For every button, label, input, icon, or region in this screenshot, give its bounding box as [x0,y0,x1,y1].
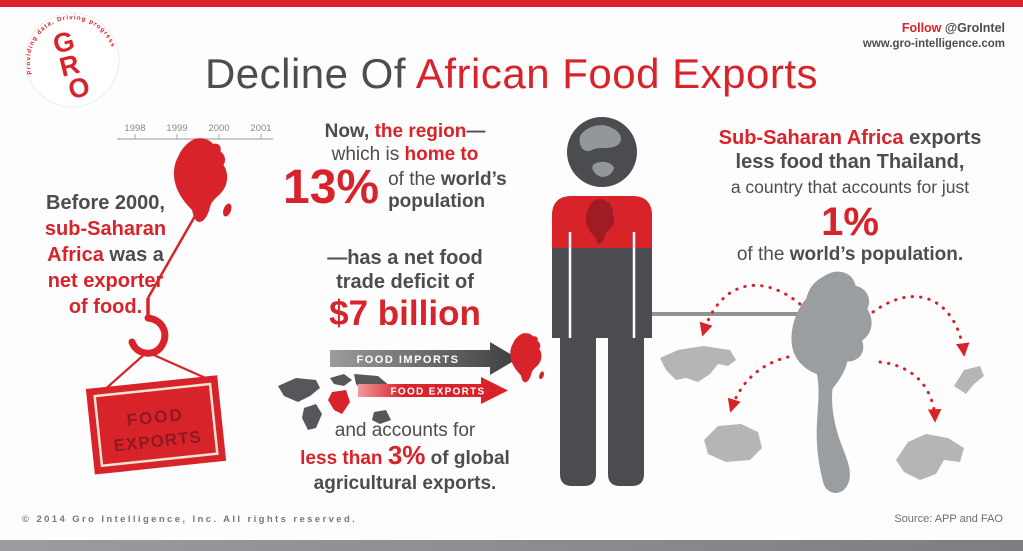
deficit-value: $7 billion [329,294,481,333]
follow-line: Follow @GroIntel [863,20,1005,36]
person-figure [552,117,652,486]
thailand-percentage: 1% [821,200,879,244]
world-map-europe [330,374,352,386]
export-route-australia [727,355,790,413]
twitter-handle[interactable]: @GroIntel [944,21,1005,35]
statement-line3-red: Africa [47,244,104,266]
accounts-dark-tail: of global [425,448,510,469]
crate-body [85,375,227,475]
europe-silhouette [896,434,964,480]
thailand-exports-graphic [660,271,984,493]
globe-continents [579,125,621,177]
population-stat: 13% of the world’s population [283,161,507,214]
statement-line4: net exporter [47,270,164,292]
gro-logo: Providing data, Driving progress G R O [24,12,120,108]
statement-line5: of food. [68,296,143,318]
statement-line1: Before 2000, [46,192,165,214]
population-text-bold: world’s [440,169,507,190]
accounts-line1: and accounts for [334,420,476,441]
world-map-north-america [278,378,320,402]
thailand-statement: Sub-Saharan Africa exports less food tha… [685,126,1015,267]
connector-line [652,312,804,316]
thailand-line4-bold: world’s population. [789,244,964,265]
population-text-line2: population [388,191,486,212]
bottom-accent-bar [0,540,1023,551]
trade-flow-graphic: FOOD IMPORTS FOOD EXPORTS [278,333,544,430]
thailand-line4-pre: of the [736,244,790,265]
population-percentage: 13% [283,161,380,214]
now-statement: Now, the region— which is home to [295,120,515,166]
world-map-australia [372,410,391,424]
deficit-line2: trade deficit of [336,271,474,293]
export-route-europe [878,360,942,423]
population-text-pre: of the [388,169,441,190]
crate-frame [93,382,219,468]
chest-africa-silhouette [585,199,615,244]
usa-silhouette [660,346,736,382]
thailand-line2: less food than Thailand, [735,151,965,173]
social-header: Follow @GroIntel www.gro-intelligence.co… [863,20,1005,52]
sling-cable-right [146,350,211,382]
statement-line3-dark: was a [103,244,164,266]
crane-scene: FOOD EXPORTS [85,138,232,475]
title-prefix: Decline Of [204,50,416,97]
deficit-line1: —has a net food [327,247,483,269]
now-intro-red: the region [374,121,467,142]
title-highlight: African Food Exports [415,50,819,97]
africa-silhouette [173,138,232,222]
crane-hook [128,314,169,357]
top-accent-bar [0,0,1023,7]
thailand-line1-dark: exports [903,127,982,149]
now-line2-dark: which is [331,144,405,165]
australia-silhouette [704,424,762,462]
logo-circle [24,12,120,108]
accounts-line3: agricultural exports. [313,473,497,494]
food-crate: FOOD EXPORTS [85,375,227,475]
sling-cable-left [101,351,148,393]
left-leg [560,338,596,486]
now-intro-dark: Now, [324,121,375,142]
thailand-line3: a country that accounts for just [730,177,970,197]
global-share-statement: and accounts for less than 3% of global … [278,418,532,496]
copyright-text: © 2014 Gro Intelligence, Inc. All rights… [22,514,358,525]
timeline-year: 1999 [166,123,187,134]
page-title: Decline Of African Food Exports [0,50,1023,98]
thailand-line1-red: Sub-Saharan Africa [718,127,904,149]
world-map-south-america [302,404,322,430]
source-text: Source: APP and FAO [894,513,1003,525]
follow-label: Follow [901,21,942,35]
africa-destination-silhouette [510,333,544,383]
now-line2-red: home to [404,144,479,165]
accounts-percentage: 3% [387,440,426,470]
timeline-year: 2001 [250,123,271,134]
accounts-red-pre: less than [300,448,388,469]
imports-arrow-label: FOOD IMPORTS [357,354,460,366]
before-2000-statement: Before 2000, sub-Saharan Africa was a ne… [18,190,193,320]
now-intro-dash: — [466,121,486,142]
thailand-map [791,271,872,493]
deficit-statement: —has a net food trade deficit of [295,246,515,294]
right-leg [608,338,644,486]
timeline-year: 1998 [124,123,145,134]
imports-arrow [330,342,518,375]
exports-arrow [358,377,508,404]
export-route-usa [699,283,802,337]
timeline-year: 2000 [208,123,229,134]
website-link[interactable]: www.gro-intelligence.com [862,38,1005,50]
exports-arrow-label: FOOD EXPORTS [390,387,485,398]
japan-silhouette [954,366,984,394]
crane-cable [146,215,197,299]
statement-line2: sub-Saharan [44,218,167,240]
world-map-africa [328,390,350,414]
export-route-japan [871,295,970,357]
